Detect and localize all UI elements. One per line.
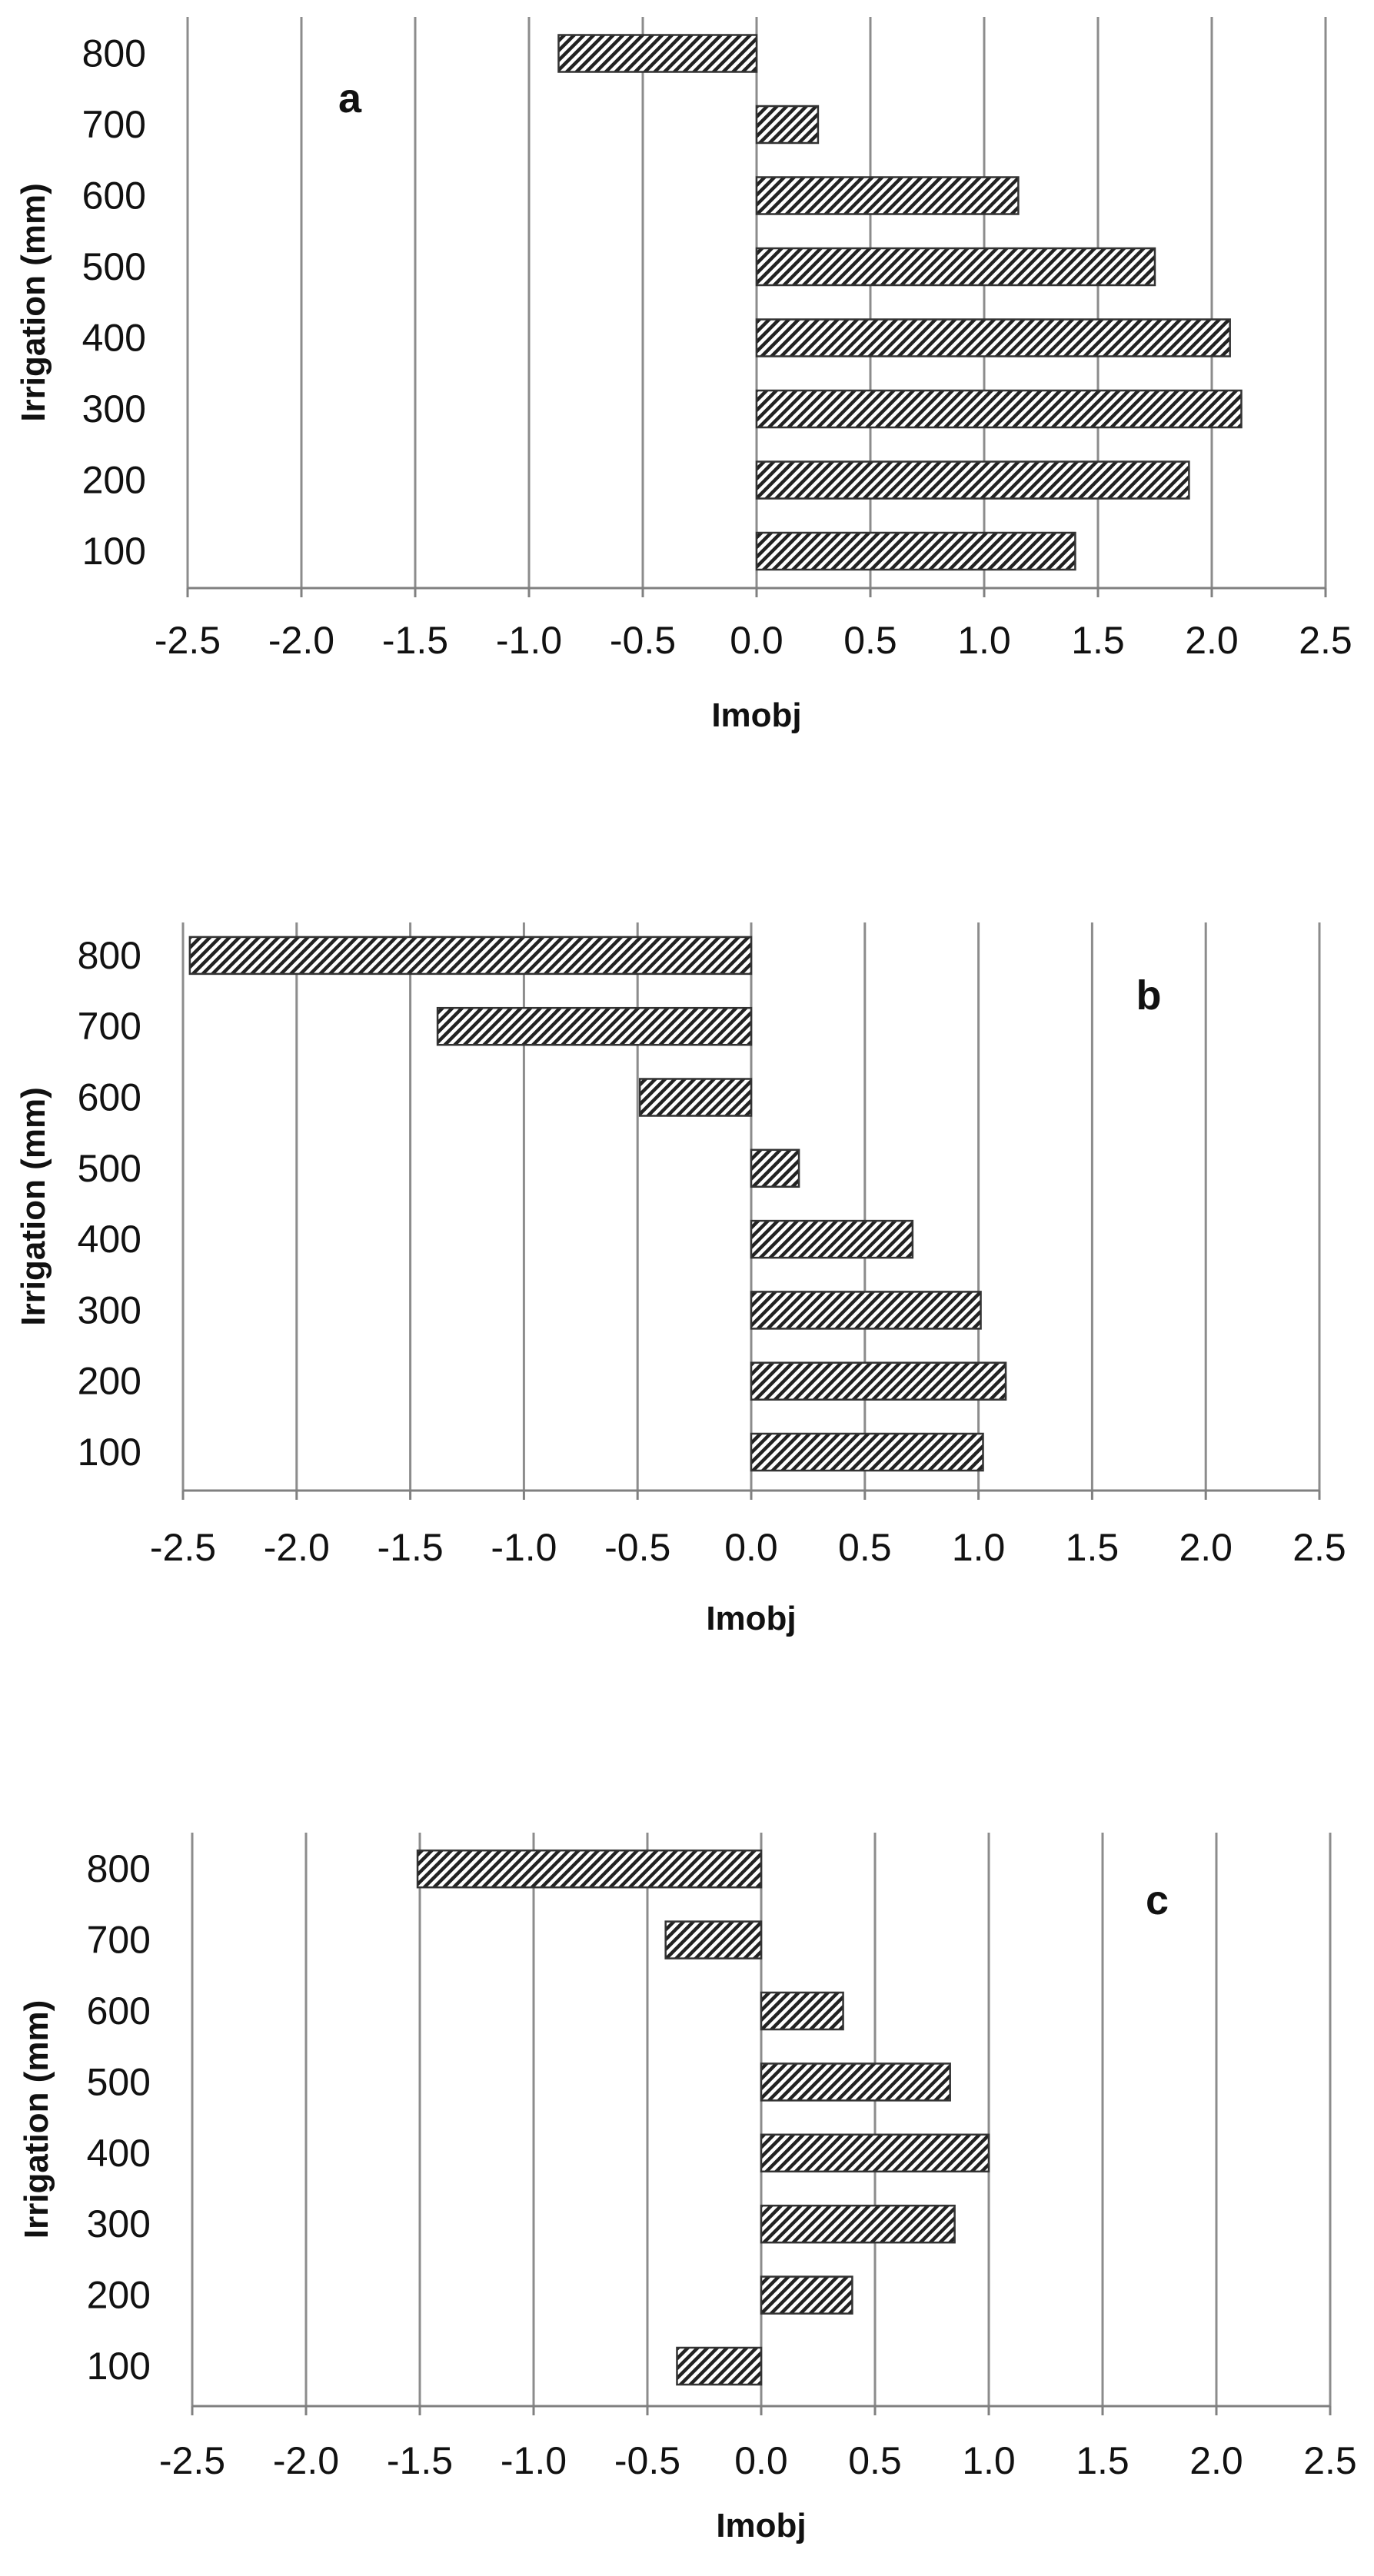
bar-700 (755, 105, 820, 145)
y-tick-label: 500 (78, 1147, 141, 1190)
y-tick-label: 600 (78, 1076, 141, 1119)
bar-300 (755, 389, 1243, 429)
x-tick-label: -2.0 (273, 2439, 339, 2482)
x-tick-label: -1.5 (387, 2439, 453, 2482)
x-tick-label: 0.0 (730, 619, 783, 662)
bar-600 (638, 1078, 753, 1117)
y-tick-label: 700 (78, 1005, 141, 1048)
x-tick-label: 0.5 (848, 2439, 902, 2482)
y-tick-label: 200 (78, 1360, 141, 1403)
x-tick-label: -0.5 (604, 1526, 670, 1569)
bar-800 (188, 936, 753, 976)
bar-600 (760, 1991, 844, 2031)
y-tick-label: 800 (87, 1847, 151, 1890)
y-tick-label: 300 (87, 2202, 151, 2245)
bar-400 (755, 318, 1231, 357)
x-tick-label: 2.5 (1292, 1526, 1346, 1569)
y-tick-label: 300 (78, 1288, 141, 1331)
y-tick-label: 300 (82, 387, 146, 430)
bar-200 (755, 460, 1190, 500)
x-tick-label: -0.5 (614, 2439, 680, 2482)
x-tick-label: -2.0 (268, 619, 334, 662)
y-tick-label: 200 (82, 459, 146, 502)
y-tick-label: 700 (82, 103, 146, 146)
bar-400 (760, 2133, 990, 2173)
x-tick-label: 1.0 (962, 2439, 1016, 2482)
x-axis-title: Imobj (716, 2507, 806, 2544)
bar-400 (750, 1219, 914, 1259)
x-tick-label: 1.0 (957, 619, 1011, 662)
panel-label: b (1136, 972, 1162, 1019)
x-tick-label: 0.5 (843, 619, 897, 662)
y-axis-title: Irrigation (mm) (15, 1087, 52, 1325)
x-tick-label: 2.5 (1303, 2439, 1357, 2482)
chart-panel-c: -2.5 -2.0 -1.5 -1.0 -0.5 0.0 0.5 1.0 1.5 2.0 2.5 10… (18, 1833, 1357, 2544)
bar-600 (755, 176, 1020, 215)
y-tick-label: 100 (78, 1431, 141, 1474)
x-tick-label: 1.5 (1066, 1526, 1119, 1569)
y-axis-title: Irrigation (mm) (15, 183, 52, 421)
bar-500 (750, 1148, 800, 1188)
y-tick-label: 500 (82, 245, 146, 288)
x-tick-label: 2.0 (1189, 2439, 1243, 2482)
x-tick-label: 2.5 (1299, 619, 1352, 662)
bar-300 (750, 1291, 982, 1330)
x-tick-label: 0.5 (838, 1526, 892, 1569)
bar-200 (760, 2275, 853, 2315)
x-tick-label: -1.0 (501, 2439, 567, 2482)
y-tick-label: 800 (82, 32, 146, 75)
x-axis-title: Imobj (711, 696, 801, 734)
chart-panel-a: -2.5 -2.0 -1.5 -1.0 -0.5 0.0 0.5 1.0 1.5 2.0 2.5 10… (15, 17, 1352, 734)
y-tick-label: 100 (87, 2345, 151, 2388)
x-axis-title: Imobj (706, 1600, 796, 1637)
y-tick-label: 100 (82, 530, 146, 573)
y-tick-label: 400 (82, 317, 146, 360)
bar-200 (750, 1361, 1007, 1401)
bar-800 (416, 1849, 763, 1889)
bar-100 (755, 531, 1076, 571)
x-tick-label: 0.0 (734, 2439, 788, 2482)
x-tick-label: -2.0 (264, 1526, 330, 1569)
y-tick-label: 400 (87, 2132, 151, 2175)
x-tick-label: 1.0 (952, 1526, 1006, 1569)
x-tick-label: -2.5 (159, 2439, 225, 2482)
panel-label: c (1146, 1877, 1169, 1923)
x-tick-label: 2.0 (1185, 619, 1239, 662)
bar-500 (755, 247, 1156, 287)
x-tick-label: -1.5 (382, 619, 448, 662)
x-tick-label: -1.0 (496, 619, 562, 662)
bar-100 (676, 2346, 763, 2386)
x-tick-label: -2.5 (150, 1526, 216, 1569)
x-tick-label: 1.5 (1071, 619, 1125, 662)
panel-label: a (338, 75, 362, 121)
x-tick-label: -0.5 (610, 619, 676, 662)
x-tick-label: 2.0 (1179, 1526, 1233, 1569)
bar-700 (664, 1920, 763, 1959)
chart-panel-b: -2.5 -2.0 -1.5 -1.0 -0.5 0.0 0.5 1.0 1.5 2.0 2.5 10… (15, 922, 1346, 1637)
y-tick-label: 200 (87, 2274, 151, 2317)
x-tick-label: -1.5 (378, 1526, 444, 1569)
bar-800 (557, 34, 758, 73)
bar-700 (436, 1006, 753, 1046)
y-tick-label: 400 (78, 1218, 141, 1261)
y-tick-label: 600 (82, 175, 146, 218)
bar-100 (750, 1432, 984, 1472)
x-tick-label: -2.5 (155, 619, 221, 662)
y-tick-label: 800 (78, 934, 141, 977)
bar-500 (760, 2062, 951, 2102)
y-axis-title: Irrigation (mm) (18, 2000, 55, 2239)
bar-300 (760, 2204, 956, 2244)
y-tick-label: 500 (87, 2060, 151, 2103)
x-tick-label: 1.5 (1076, 2439, 1129, 2482)
x-tick-label: 0.0 (724, 1526, 778, 1569)
y-tick-label: 600 (87, 1989, 151, 2033)
y-tick-label: 700 (87, 1919, 151, 1962)
x-tick-label: -1.0 (491, 1526, 557, 1569)
